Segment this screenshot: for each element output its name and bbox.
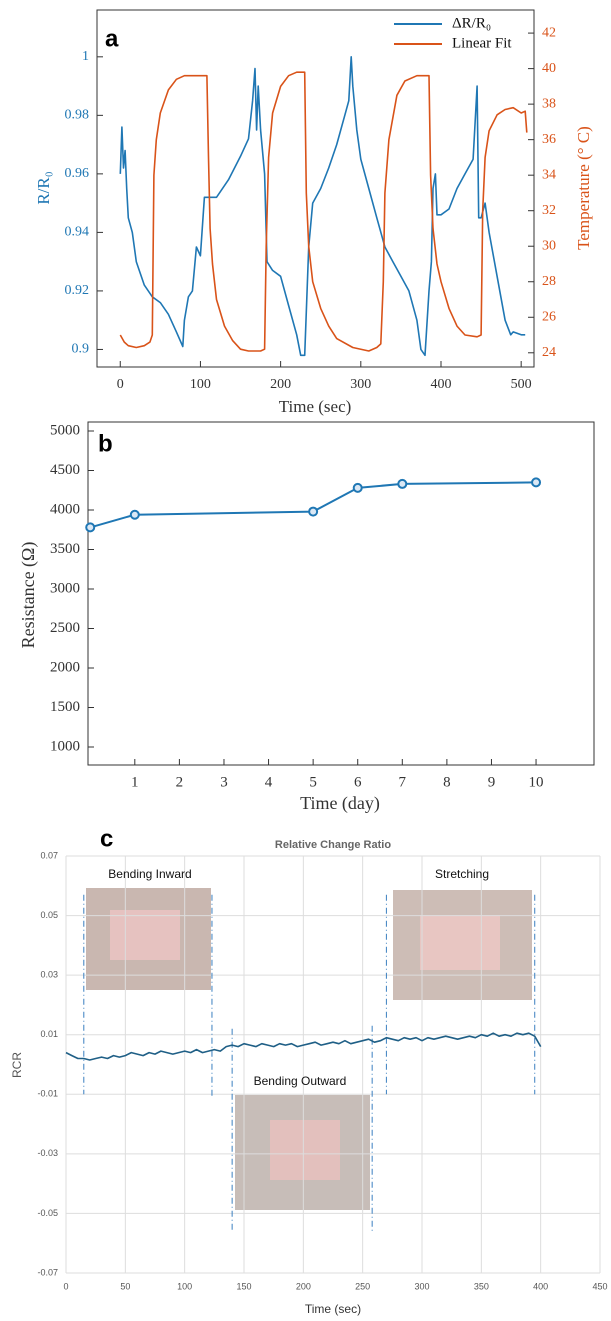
y-tick-label: -0.05	[37, 1208, 58, 1218]
x-tick-label: 7	[399, 774, 407, 790]
y2-tick-label: 40	[542, 61, 556, 76]
y-tick-label: 4000	[50, 501, 80, 517]
x-tick-label: 400	[430, 377, 451, 392]
data-point	[85, 522, 96, 533]
photo-detail	[270, 1120, 340, 1180]
x-tick-label: 10	[529, 774, 544, 790]
y-tick-label: 1000	[50, 738, 80, 754]
x-tick-label: 100	[177, 1281, 192, 1291]
x-tick-label: 100	[190, 377, 211, 392]
x-tick-label: 450	[592, 1281, 607, 1291]
y-tick-label: 3500	[50, 541, 80, 557]
y-axis-label: RCR	[10, 1052, 24, 1078]
x-tick-label: 1	[131, 774, 139, 790]
y-tick-label: 2500	[50, 620, 80, 636]
y-tick-label: 0.05	[40, 910, 58, 920]
annotation: Stretching	[435, 867, 489, 881]
plot-frame	[96, 9, 535, 368]
x-axis-label: Time (sec)	[279, 397, 352, 416]
x-tick-label: 6	[354, 774, 362, 790]
data-line	[65, 1032, 542, 1061]
y2-tick-label: 36	[542, 132, 556, 147]
x-tick-label: 2	[176, 774, 184, 790]
data-line	[89, 481, 537, 529]
y2-axis-label: Temperature (° C)	[574, 126, 593, 250]
panel-letter: a	[105, 25, 119, 52]
annotation: Bending Outward	[254, 1074, 347, 1088]
panel-letter: c	[100, 825, 113, 852]
x-tick-label: 0	[117, 377, 124, 392]
y-tick-label: -0.01	[37, 1089, 58, 1099]
y-axis-label: Resistance (Ω)	[18, 542, 39, 649]
data-point	[397, 478, 408, 489]
y-tick-label: 4500	[50, 462, 80, 478]
x-tick-label: 3	[220, 774, 228, 790]
y-axis-label: R/R₀	[34, 171, 53, 204]
y-tick-label: 1500	[50, 699, 80, 715]
y-tick-label: 0.96	[65, 166, 90, 181]
x-axis-label: Time (sec)	[305, 1302, 361, 1316]
y-tick-label: 1	[82, 49, 89, 64]
legend-label: Linear Fit	[452, 35, 512, 51]
legend-label: ΔR/R₀	[452, 15, 491, 31]
data-line	[119, 71, 528, 352]
y-tick-label: -0.03	[37, 1148, 58, 1158]
y2-tick-label: 42	[542, 25, 556, 40]
y-tick-label: 0.03	[40, 970, 58, 980]
panel-letter: b	[98, 430, 113, 457]
y2-tick-label: 38	[542, 96, 556, 111]
photo-detail	[420, 915, 500, 970]
x-tick-label: 50	[120, 1281, 130, 1291]
x-tick-label: 350	[474, 1281, 489, 1291]
annotation: Bending Inward	[108, 867, 191, 881]
plot-frame	[87, 421, 595, 766]
y-tick-label: 0.94	[65, 225, 90, 240]
y-tick-label: 3000	[50, 580, 80, 596]
chart-title: Relative Change Ratio	[275, 839, 391, 851]
x-tick-label: 8	[443, 774, 451, 790]
y-tick-label: 0.07	[40, 850, 58, 860]
y2-tick-label: 32	[542, 203, 556, 218]
x-tick-label: 200	[270, 377, 291, 392]
chart-panel: 0.07 0.05 0.03 0.01 -0.01 -0.03 -0.05 -0.07 0 50 1…	[10, 825, 607, 1316]
y-tick-label: 0.92	[65, 283, 90, 298]
x-tick-label: 400	[533, 1281, 548, 1291]
data-point	[352, 482, 363, 493]
x-tick-label: 250	[355, 1281, 370, 1291]
data-point	[129, 509, 140, 520]
y-tick-label: 0.9	[72, 342, 90, 357]
x-axis-label: Time (day)	[300, 793, 380, 814]
photos	[86, 888, 532, 1210]
y2-tick-label: 30	[542, 238, 556, 253]
y2-tick-label: 34	[542, 167, 556, 182]
chart-panel: 0.9 0.92 0.94 0.96 0.98 1 24 26 28 30 32 34 36 38 40 42…	[34, 9, 593, 416]
y-tick-label: 2000	[50, 659, 80, 675]
y2-tick-label: 26	[542, 309, 556, 324]
y-tick-label: 0.01	[40, 1029, 58, 1039]
x-tick-label: 4	[265, 774, 273, 790]
x-tick-label: 5	[309, 774, 317, 790]
data-point	[308, 506, 319, 517]
x-tick-label: 500	[511, 377, 532, 392]
x-tick-label: 300	[414, 1281, 429, 1291]
data-line	[119, 56, 526, 357]
x-tick-label: 300	[350, 377, 371, 392]
y-tick-label: 5000	[50, 422, 80, 438]
x-tick-label: 0	[63, 1281, 68, 1291]
x-tick-label: 150	[236, 1281, 251, 1291]
data-point	[531, 477, 542, 488]
y2-tick-label: 28	[542, 274, 556, 289]
y-tick-label: -0.07	[37, 1267, 58, 1277]
x-tick-label: 200	[296, 1281, 311, 1291]
chart-panel: 1000 1500 2000 2500 3000 3500 4000 4500 5000 1 2 3 4…	[18, 421, 595, 814]
y2-tick-label: 24	[542, 345, 556, 360]
photo-detail	[110, 910, 180, 960]
y-tick-label: 0.98	[65, 108, 90, 123]
x-tick-label: 9	[488, 774, 496, 790]
